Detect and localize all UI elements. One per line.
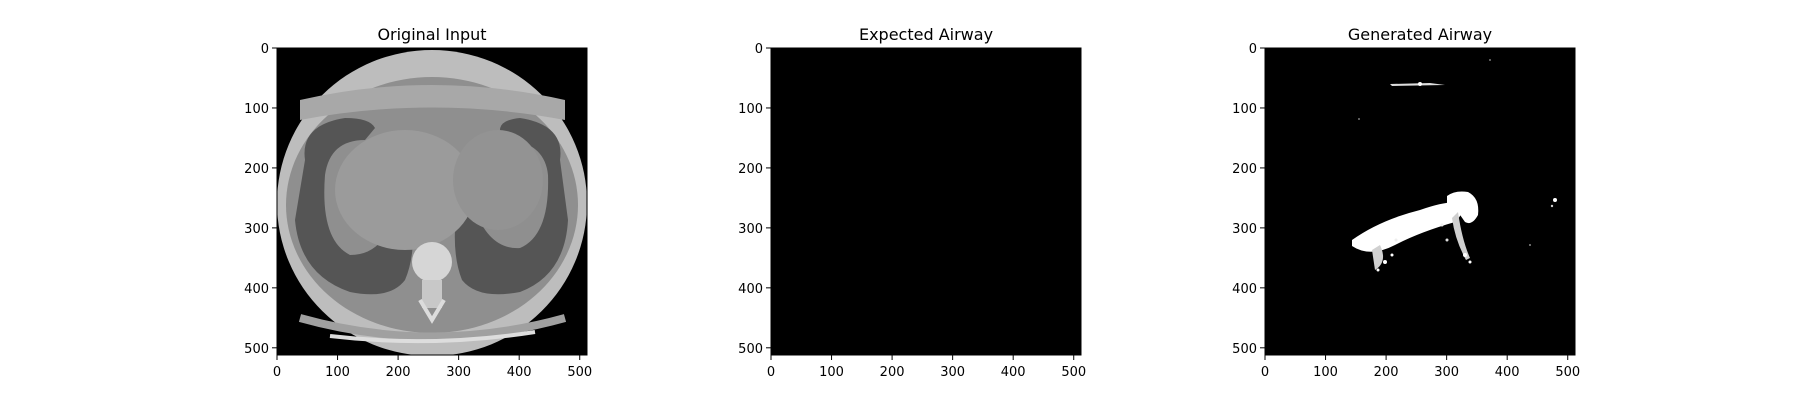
y-tick-label: 100 [738,102,763,117]
y-tick-label: 0 [755,42,763,57]
y-tick-label: 200 [738,162,763,177]
x-tick-label: 300 [1434,365,1459,380]
x-tick-label: 500 [567,365,592,380]
panel-expected-airway: Expected Airway 0 100 200 300 400 500 0 100 200 3… [738,25,1086,380]
x-tick-label: 200 [1374,365,1399,380]
axis-ticks: 0 100 200 300 400 500 0 100 200 300 400 500 [738,42,1086,380]
y-tick-label: 100 [1232,102,1257,117]
ct-left-lung [295,118,414,295]
panel-title: Generated Airway [1348,25,1492,44]
axis-ticks: 0 100 200 300 400 500 0 100 200 300 400 500 [244,42,592,380]
x-tick-label: 100 [1313,365,1338,380]
x-tick-label: 400 [1495,365,1520,380]
panel-title: Original Input [377,25,486,44]
y-tick-label: 400 [738,282,763,297]
x-tick-label: 300 [940,365,965,380]
x-tick-label: 0 [273,365,281,380]
x-tick-label: 0 [1261,365,1269,380]
y-tick-label: 300 [1232,222,1257,237]
panel-generated-airway: Generated Airway [1232,25,1580,380]
ct-right-lung [454,118,568,295]
y-tick-label: 300 [244,222,269,237]
x-tick-label: 500 [1555,365,1580,380]
ct-slice-image [277,48,587,355]
y-tick-label: 400 [1232,282,1257,297]
y-tick-label: 200 [244,162,269,177]
generated-left-airway [1352,202,1463,252]
panel-title: Expected Airway [859,25,993,44]
axis-ticks: 0 100 200 300 400 500 0 100 200 300 400 500 [1232,42,1580,380]
generated-mask-image [1265,48,1575,355]
x-tick-label: 100 [325,365,350,380]
generated-right-airway [1447,191,1479,224]
x-tick-label: 200 [386,365,411,380]
x-tick-label: 400 [1001,365,1026,380]
y-tick-label: 500 [738,342,763,357]
x-tick-label: 200 [880,365,905,380]
expected-mask-image [771,48,1081,355]
panel-original-input: Original Input 0 100 200 300 400 500 0 100 200 30… [244,25,592,380]
y-tick-label: 200 [1232,162,1257,177]
y-tick-label: 100 [244,102,269,117]
ct-vertebra [412,242,452,282]
x-tick-label: 0 [767,365,775,380]
x-tick-label: 400 [507,365,532,380]
y-tick-label: 0 [1249,42,1257,57]
y-tick-label: 500 [244,342,269,357]
x-tick-label: 500 [1061,365,1086,380]
x-tick-label: 100 [819,365,844,380]
y-tick-label: 400 [244,282,269,297]
x-tick-label: 300 [446,365,471,380]
y-tick-label: 300 [738,222,763,237]
y-tick-label: 0 [261,42,269,57]
y-tick-label: 500 [1232,342,1257,357]
